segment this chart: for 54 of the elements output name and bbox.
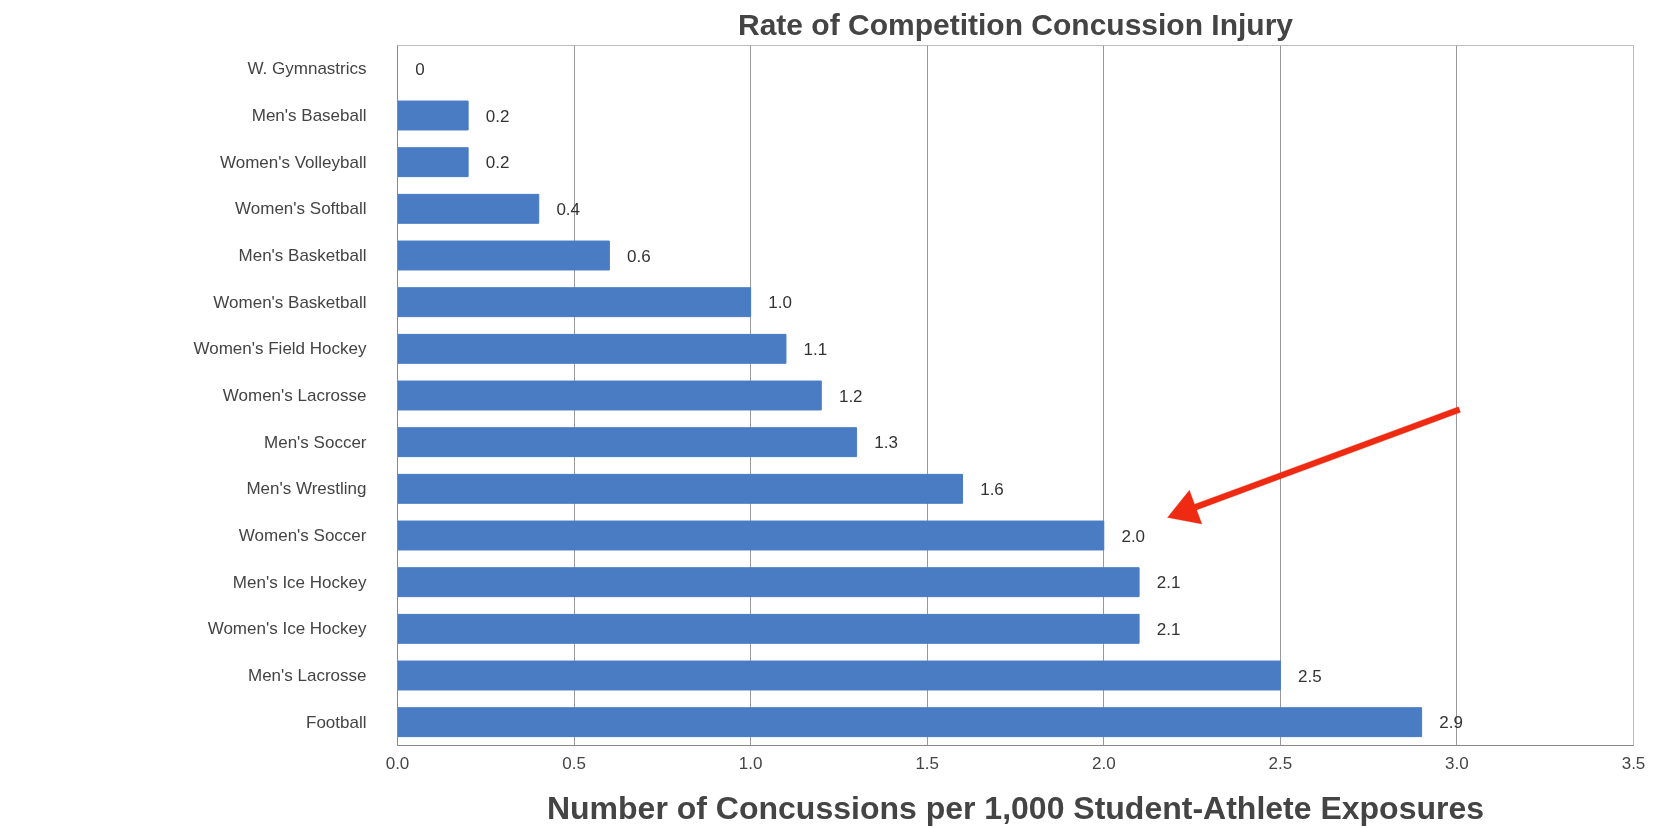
data-label: 0.6 xyxy=(627,246,651,266)
x-tick-label: 2.0 xyxy=(1091,753,1116,773)
bar xyxy=(397,380,822,411)
data-label: 0.4 xyxy=(556,199,581,219)
y-tick-label: Men's Baseball xyxy=(251,106,367,125)
y-tick-label: Women's Lacrosse xyxy=(222,386,367,405)
y-tick-label: Football xyxy=(306,712,367,732)
y-tick-label: Women's Basketball xyxy=(213,292,367,312)
y-tick-label: Men's Ice Hockey xyxy=(232,572,367,592)
y-tick-label: Women's Ice Hockey xyxy=(207,619,367,639)
bar xyxy=(397,193,540,224)
x-tick-label: 1.0 xyxy=(738,753,763,773)
bar xyxy=(397,567,1140,598)
data-label: 1.3 xyxy=(874,433,898,453)
x-tick-label: 3.5 xyxy=(1621,753,1646,773)
bar xyxy=(397,520,1105,551)
bar xyxy=(397,613,1140,644)
data-label: 2.9 xyxy=(1439,713,1463,733)
data-label: 0.2 xyxy=(485,106,510,126)
bar xyxy=(397,707,1423,738)
y-tick-label: Women's Soccer xyxy=(238,526,367,545)
data-label: 2.1 xyxy=(1156,573,1181,593)
x-tick-label: 1.5 xyxy=(915,753,940,773)
data-label: 1.0 xyxy=(768,293,792,313)
data-label: 1.6 xyxy=(980,479,1004,499)
y-tick-label: Men's Basketball xyxy=(238,246,367,265)
y-tick-label: Women's Softball xyxy=(235,199,367,219)
bar xyxy=(397,240,610,271)
bar xyxy=(397,427,858,458)
bar xyxy=(397,147,469,178)
y-tick-label: W. Gymnastrics xyxy=(247,59,367,79)
y-tick-label: Men's Wrestling xyxy=(246,479,367,499)
x-tick-label: 0.0 xyxy=(385,753,410,773)
y-tick-label: Men's Lacrosse xyxy=(247,666,367,685)
data-label: 0 xyxy=(415,59,425,79)
x-tick-label: 0.5 xyxy=(562,753,586,773)
bar xyxy=(397,100,469,131)
data-label: 2.5 xyxy=(1298,666,1322,686)
data-label: 2.1 xyxy=(1156,619,1181,639)
chart-title: Rate of Competition Concussion Injury xyxy=(737,7,1294,41)
data-label: 0.2 xyxy=(485,153,510,173)
bar xyxy=(397,660,1281,691)
bar xyxy=(397,287,752,318)
data-label: 2.0 xyxy=(1121,526,1146,546)
y-tick-label: Women's Volleyball xyxy=(219,152,367,172)
data-label: 1.1 xyxy=(803,339,828,359)
x-tick-label: 3.0 xyxy=(1445,753,1469,773)
y-tick-label: Men's Soccer xyxy=(264,432,367,452)
y-tick-label: Women's Field Hockey xyxy=(193,339,367,359)
bar xyxy=(397,473,964,504)
data-label: 1.2 xyxy=(838,386,863,406)
x-axis-title: Number of Concussions per 1,000 Student-Athlete Exposures xyxy=(546,789,1485,826)
bar xyxy=(397,333,787,364)
x-tick-label: 2.5 xyxy=(1268,753,1293,773)
